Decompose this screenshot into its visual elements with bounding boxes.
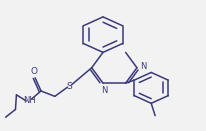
- Text: N: N: [101, 86, 107, 95]
- Text: S: S: [67, 82, 73, 91]
- Text: NH: NH: [23, 96, 36, 105]
- Text: N: N: [140, 62, 147, 72]
- Text: O: O: [31, 67, 38, 76]
